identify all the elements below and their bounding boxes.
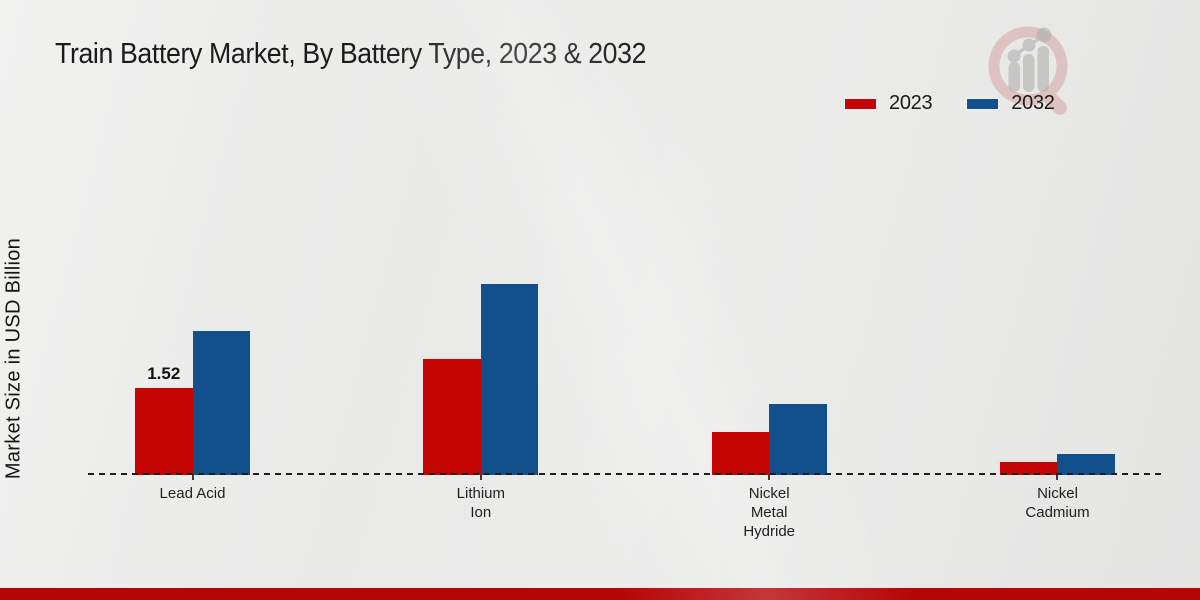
category-label-line: Nickel xyxy=(1037,485,1078,502)
bar-2032-lead-acid xyxy=(192,330,250,475)
category-label-line: Lead Acid xyxy=(159,485,226,502)
magnifier-growth-chart-logo-icon xyxy=(988,26,1068,115)
category-label-nickel-metal-hydride: Nickel Metal Hydride xyxy=(689,484,849,541)
category-label-line: Cadmium xyxy=(1025,504,1090,521)
bar-2023-nickel-cadmium xyxy=(999,461,1058,475)
category-label-lead-acid: Lead Acid xyxy=(113,484,273,503)
x-axis-baseline xyxy=(88,473,1163,475)
x-axis-tick-lithium-ion xyxy=(479,475,482,480)
legend: 2023 2032 xyxy=(844,92,1055,115)
chart-title: Train Battery Market, By Battery Type, 2… xyxy=(55,38,647,70)
bar-2032-nickel-metal-hydride xyxy=(769,404,827,475)
footer-accent-bar xyxy=(0,588,1200,600)
bar-2023-nickel-metal-hydride xyxy=(711,432,770,475)
category-label-line: Lithium xyxy=(456,485,505,502)
legend-swatch-2032 xyxy=(966,97,1000,110)
x-axis-tick-nickel-cadmium xyxy=(1056,475,1059,480)
category-label-line: Ion xyxy=(470,504,492,521)
x-axis-tick-nickel-metal-hydride xyxy=(768,475,771,480)
x-axis-tick-lead-acid xyxy=(191,475,194,480)
legend-item-2032: 2032 xyxy=(966,92,1055,115)
category-label-line: Nickel xyxy=(748,485,790,502)
bar-value-label-2023-lead-acid: 1.52 xyxy=(147,364,181,383)
bar-2032-nickel-cadmium xyxy=(1057,453,1115,475)
category-label-line: Hydride xyxy=(743,523,795,540)
bar-2023-lead-acid xyxy=(135,388,193,475)
legend-label-2032: 2032 xyxy=(1011,92,1055,114)
legend-item-2023: 2023 xyxy=(844,92,933,115)
category-label-nickel-cadmium: Nickel Cadmium xyxy=(977,484,1137,522)
bar-2032-lithium-ion xyxy=(480,283,539,475)
bar-2023-lithium-ion xyxy=(423,358,481,475)
category-label-lithium-ion: Lithium Ion xyxy=(401,484,561,522)
legend-swatch-2023 xyxy=(844,97,877,110)
category-label-line: Metal xyxy=(750,504,788,521)
legend-label-2023: 2023 xyxy=(889,92,933,114)
